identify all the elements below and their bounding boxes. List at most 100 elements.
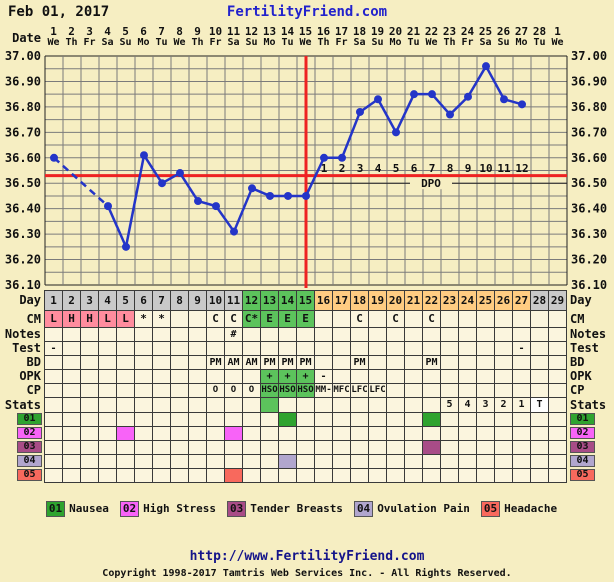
cm-cell-d18: C — [350, 310, 369, 328]
notes-cell-d9 — [188, 327, 207, 342]
s3-cell-d26 — [494, 440, 513, 455]
cp-cell-d21 — [404, 383, 423, 398]
stats-cell-d17 — [332, 397, 351, 413]
cm-cell-d22: C — [422, 310, 441, 328]
test-cell-d10 — [206, 341, 225, 356]
cp-cell-d2 — [62, 383, 81, 398]
date-weekday-col13: Mo — [263, 37, 276, 48]
row-label-test-left: Test — [12, 341, 41, 355]
opk-cell-d18 — [350, 369, 369, 384]
bd-cell-d15: PM — [296, 355, 315, 370]
s1-cell-d11 — [224, 412, 243, 427]
cp-cell-d19: LFC — [368, 383, 387, 398]
date-weekday-col14: Tu — [281, 37, 294, 48]
s5-cell-d14 — [278, 468, 297, 483]
s3-cell-d28 — [530, 440, 549, 455]
bd-cell-d4 — [98, 355, 117, 370]
cm-cell-d5: L — [116, 310, 135, 328]
s5-cell-d24 — [458, 468, 477, 483]
cp-cell-d1 — [44, 383, 63, 398]
opk-cell-d1 — [44, 369, 63, 384]
temp-point-day-7 — [158, 179, 166, 188]
s1-cell-d13 — [260, 412, 279, 427]
s5-cell-d29 — [548, 468, 567, 483]
temp-segment — [214, 205, 236, 233]
symptom-code-box-s1-right: 01 — [570, 413, 595, 425]
date-number-col17: 17 — [334, 25, 349, 38]
s2-cell-d28 — [530, 426, 549, 441]
test-cell-d25 — [476, 341, 495, 356]
day-cell-d11: 11 — [224, 290, 243, 311]
bd-cell-d16 — [314, 355, 333, 370]
opk-cell-d5 — [116, 369, 135, 384]
stats-cell-d14 — [278, 397, 297, 413]
test-cell-d26 — [494, 341, 513, 356]
bd-cell-d21 — [404, 355, 423, 370]
s4-cell-d25 — [476, 454, 495, 469]
s2-cell-d19 — [368, 426, 387, 441]
row-label-test-right: Test — [570, 341, 599, 355]
test-cell-d3 — [80, 341, 99, 356]
temp-segment — [142, 154, 164, 184]
notes-cell-d13 — [260, 327, 279, 342]
y-tick-left: 36.60 — [5, 151, 41, 165]
opk-cell-d17 — [332, 369, 351, 384]
notes-cell-d20 — [386, 327, 405, 342]
dpo-number: 10 — [479, 162, 492, 175]
dpo-number: 3 — [357, 162, 364, 175]
day-cell-d2: 2 — [62, 290, 81, 311]
temp-segment — [53, 156, 109, 208]
day-cell-d21: 21 — [404, 290, 423, 311]
s5-cell-d5 — [116, 468, 135, 483]
s1-cell-d10 — [206, 412, 225, 427]
opk-cell-d9 — [188, 369, 207, 384]
opk-cell-d3 — [80, 369, 99, 384]
date-weekday-col16: Th — [317, 37, 330, 48]
s4-cell-d21 — [404, 454, 423, 469]
temp-segment — [304, 157, 326, 197]
bd-cell-d19 — [368, 355, 387, 370]
test-cell-d7 — [152, 341, 171, 356]
temp-segment — [376, 98, 398, 133]
s1-cell-d28 — [530, 412, 549, 427]
temp-point-day-4 — [104, 202, 112, 211]
day-cell-d5: 5 — [116, 290, 135, 311]
test-cell-d4 — [98, 341, 117, 356]
opk-cell-d12 — [242, 369, 261, 384]
bd-cell-d28 — [530, 355, 549, 370]
cp-cell-d15: HSO — [296, 383, 315, 398]
cp-cell-d25 — [476, 383, 495, 398]
cm-cell-d3: H — [80, 310, 99, 328]
date-weekday-col1: We — [47, 37, 60, 48]
site-link[interactable]: FertilityFriend.com — [226, 4, 388, 20]
footer-url-link[interactable]: http://www.FertilityFriend.com — [189, 549, 425, 564]
s2-cell-d2 — [62, 426, 81, 441]
row-label-cm-left: CM — [26, 312, 41, 326]
test-cell-d23 — [440, 341, 459, 356]
s4-cell-d20 — [386, 454, 405, 469]
legend-swatch-02: 02 — [119, 501, 140, 517]
date-number-col25: 25 — [478, 25, 493, 38]
cp-cell-d17: MFC — [332, 383, 351, 398]
day-cell-d15: 15 — [296, 290, 315, 311]
stats-cell-d19 — [368, 397, 387, 413]
s3-cell-d20 — [386, 440, 405, 455]
cm-cell-d26 — [494, 310, 513, 328]
s3-cell-d10 — [206, 440, 225, 455]
date-number-col13: 13 — [262, 25, 277, 38]
s4-cell-d15 — [296, 454, 315, 469]
day-cell-d23: 23 — [440, 290, 459, 311]
cp-cell-d20 — [386, 383, 405, 398]
s1-cell-d29 — [548, 412, 567, 427]
bd-cell-d5 — [116, 355, 135, 370]
date-number-col9: 9 — [194, 25, 201, 38]
day-cell-d28: 28 — [530, 290, 549, 311]
cm-cell-d25 — [476, 310, 495, 328]
test-cell-d11 — [224, 341, 243, 356]
s5-cell-d10 — [206, 468, 225, 483]
cm-cell-d12: C* — [242, 310, 261, 328]
bd-cell-d24 — [458, 355, 477, 370]
temp-point-day-20 — [392, 128, 400, 137]
notes-cell-d14 — [278, 327, 297, 342]
date-number-col28: 28 — [532, 25, 547, 38]
